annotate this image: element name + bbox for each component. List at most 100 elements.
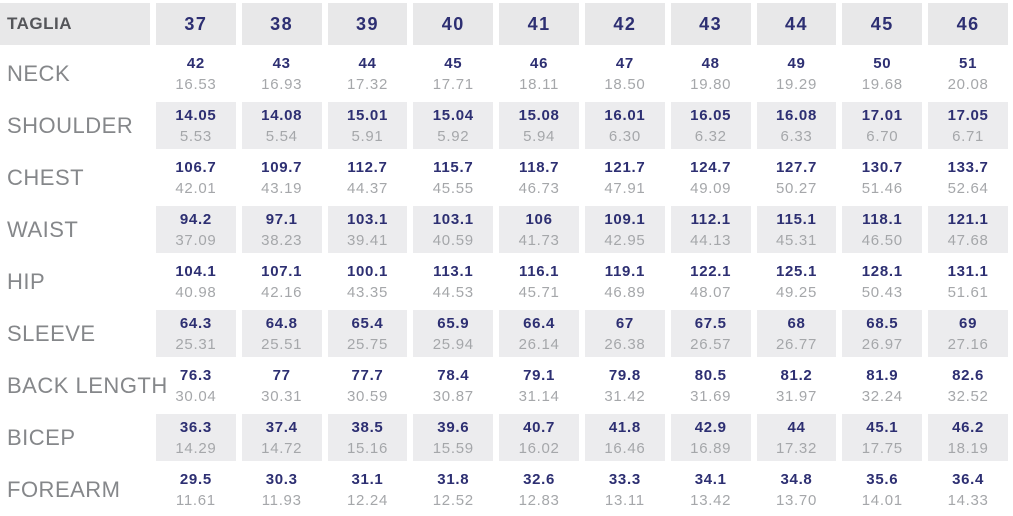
cm-value: 81.9 [866, 366, 899, 384]
cm-value: 16.05 [690, 106, 732, 124]
cm-value: 16.08 [775, 106, 818, 124]
cell-hip-42: 119.1 46.89 [585, 258, 665, 305]
cell-back-length-41: 79.1 31.14 [499, 362, 579, 409]
inch-value: 51.61 [947, 283, 989, 301]
cm-value: 38.5 [351, 418, 384, 436]
cell-shoulder-37: 14.05 5.53 [156, 102, 236, 149]
cell-chest-40: 115.7 45.55 [413, 154, 493, 201]
cm-value: 119.1 [604, 262, 645, 280]
inch-value: 37.09 [175, 231, 217, 249]
cell-shoulder-42: 16.01 6.30 [585, 102, 665, 149]
inch-value: 44.53 [432, 283, 474, 301]
inch-value: 44.37 [346, 179, 389, 197]
cell-forearm-43: 34.1 13.42 [671, 466, 751, 513]
inch-value: 30.04 [175, 387, 217, 405]
cm-value: 14.05 [175, 106, 217, 124]
inch-value: 14.29 [175, 439, 217, 457]
cell-chest-39: 112.7 44.37 [328, 154, 408, 201]
cm-value: 124.7 [690, 158, 732, 176]
cm-value: 35.6 [866, 470, 899, 488]
cell-neck-44: 49 19.29 [757, 50, 837, 97]
cell-neck-46: 51 20.08 [928, 50, 1008, 97]
table-header-size-42: 42 [585, 3, 665, 45]
cm-value: 41.8 [608, 418, 641, 436]
cell-hip-39: 100.1 43.35 [328, 258, 408, 305]
inch-value: 31.42 [604, 387, 646, 405]
inch-value: 17.71 [432, 75, 474, 93]
cm-value: 47 [615, 54, 634, 72]
cm-value: 33.3 [608, 470, 641, 488]
cm-value: 44 [787, 418, 806, 436]
inch-value: 31.69 [690, 387, 732, 405]
cm-value: 130.7 [861, 158, 903, 176]
cell-neck-42: 47 18.50 [585, 50, 665, 97]
inch-value: 6.32 [694, 127, 727, 145]
row-label-back-length: BACK LENGTH [7, 372, 168, 398]
cm-value: 112.7 [347, 158, 388, 176]
cell-waist-37: 94.2 37.09 [156, 206, 236, 253]
row-label-chest: CHEST [7, 164, 85, 190]
cell-sleeve-38: 64.8 25.51 [241, 310, 322, 357]
cell-back-length-40: 78.4 30.87 [413, 362, 493, 409]
cm-value: 40.7 [523, 418, 556, 436]
cell-sleeve-44: 68 26.77 [756, 310, 837, 357]
inch-value: 43.19 [261, 179, 303, 197]
cm-value: 51 [959, 54, 978, 72]
cell-chest-43: 124.7 49.09 [671, 154, 751, 201]
cm-value: 81.2 [780, 366, 813, 384]
cell-hip-41: 116.1 45.71 [499, 258, 579, 305]
inch-value: 48.07 [690, 283, 732, 301]
cm-value: 36.3 [179, 418, 212, 436]
inch-value: 12.24 [346, 491, 389, 509]
cell-neck-37: 42 16.53 [156, 50, 236, 97]
cell-chest-37: 106.7 42.01 [156, 154, 236, 201]
table-header-size-45: 45 [842, 3, 923, 45]
cell-waist-39: 103.1 39.41 [327, 206, 408, 253]
cm-value: 29.5 [179, 470, 212, 488]
cm-value: 118.7 [518, 158, 560, 176]
table-header-taglia: TAGLIA [0, 3, 150, 45]
cell-neck-43: 48 19.80 [671, 50, 751, 97]
cm-value: 112.1 [690, 210, 731, 228]
cm-value: 44 [358, 54, 377, 72]
cm-value: 36.4 [952, 470, 985, 488]
inch-value: 30.87 [432, 387, 474, 405]
inch-value: 15.59 [432, 439, 474, 457]
cell-forearm-39: 31.1 12.24 [328, 466, 408, 513]
inch-value: 47.68 [947, 231, 989, 249]
cm-value: 121.1 [947, 210, 989, 228]
inch-value: 6.30 [608, 127, 641, 145]
inch-value: 25.75 [346, 335, 389, 353]
cell-back-length-39: 77.7 30.59 [328, 362, 408, 409]
cm-value: 79.1 [523, 366, 556, 384]
cm-value: 78.4 [437, 366, 470, 384]
cm-value: 65.4 [351, 314, 384, 332]
inch-value: 6.70 [866, 127, 899, 145]
cm-value: 113.1 [433, 262, 474, 280]
cell-shoulder-43: 16.05 6.32 [670, 102, 751, 149]
cm-value: 109.1 [604, 210, 646, 228]
cm-value: 116.1 [518, 262, 560, 280]
inch-value: 11.61 [175, 491, 216, 509]
row-label-sleeve: SLEEVE [7, 320, 96, 346]
inch-value: 11.93 [261, 491, 302, 509]
inch-value: 31.97 [775, 387, 818, 405]
cm-value: 118.1 [862, 210, 903, 228]
cell-neck-38: 43 16.93 [242, 50, 322, 97]
inch-value: 45.71 [518, 283, 560, 301]
inch-value: 30.59 [346, 387, 389, 405]
cm-value: 16.01 [604, 106, 646, 124]
cm-value: 115.7 [433, 158, 474, 176]
cell-forearm-45: 35.6 14.01 [842, 466, 922, 513]
inch-value: 17.75 [861, 439, 903, 457]
cm-value: 48 [701, 54, 720, 72]
cell-shoulder-38: 14.08 5.54 [241, 102, 322, 149]
cm-value: 46.2 [952, 418, 985, 436]
cm-value: 14.08 [261, 106, 303, 124]
cm-value: 115.1 [776, 210, 817, 228]
inch-value: 17.32 [775, 439, 818, 457]
cm-value: 67 [615, 314, 634, 332]
row-label-waist: WAIST [7, 216, 79, 242]
cm-value: 45.1 [866, 418, 899, 436]
inch-value: 15.16 [346, 439, 389, 457]
